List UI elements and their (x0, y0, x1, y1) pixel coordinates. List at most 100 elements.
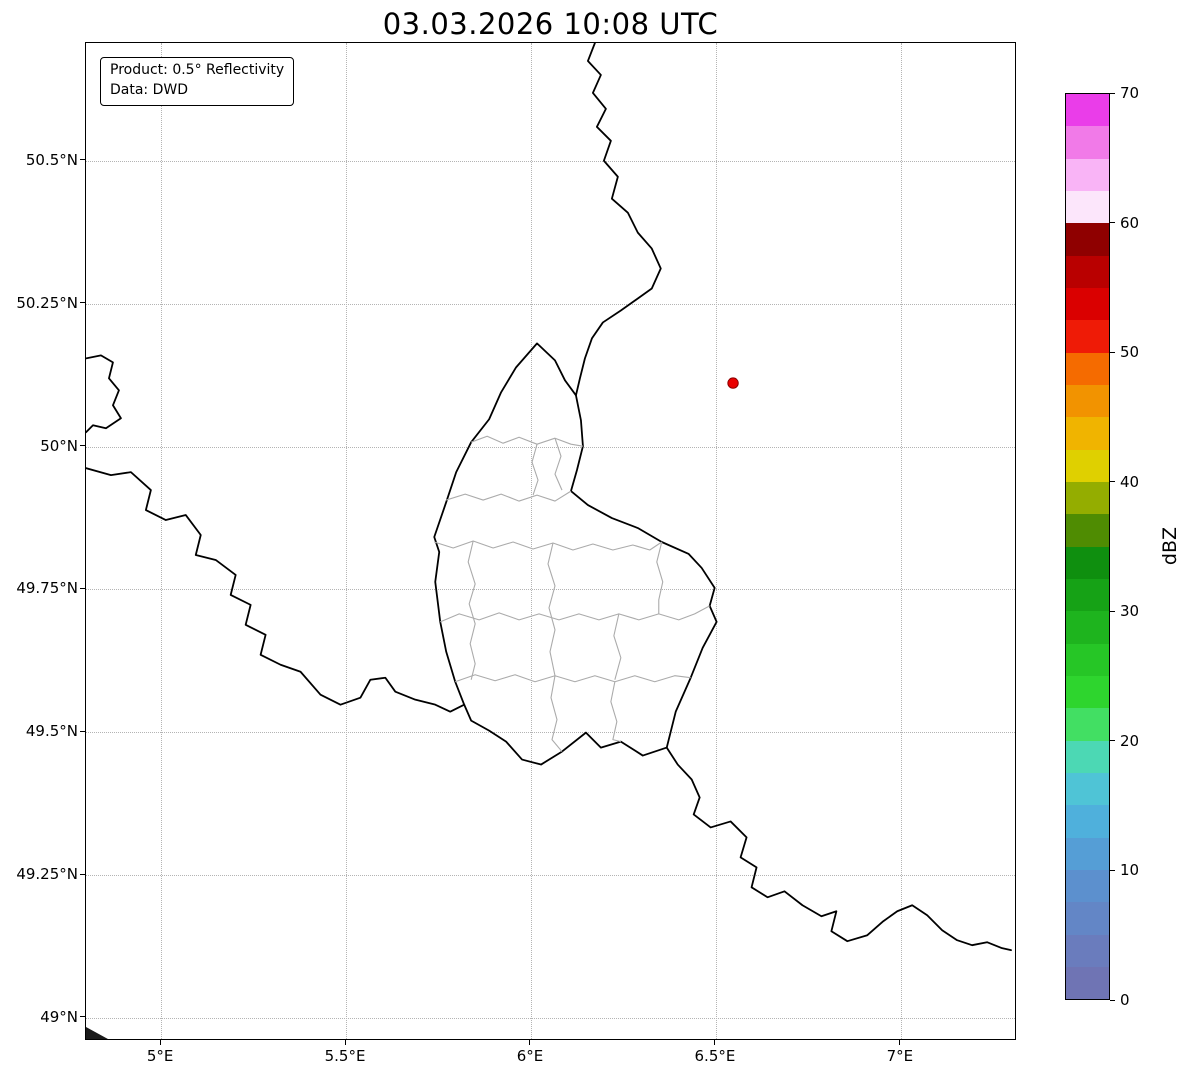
product-line: Product: 0.5° Reflectivity (110, 62, 285, 78)
colorbar-segment (1066, 223, 1109, 256)
colorbar-tick (1110, 610, 1115, 612)
canton-border (547, 542, 556, 676)
grid-line-horizontal (86, 875, 1015, 877)
y-axis-tick (80, 302, 85, 304)
colorbar-tick (1110, 999, 1115, 1001)
canton-border (610, 681, 621, 743)
colorbar-segment (1066, 772, 1109, 806)
canton-border (550, 675, 563, 752)
x-axis-tick-label: 7°E (886, 1047, 914, 1065)
colorbar-tick (1110, 481, 1115, 483)
grid-line-horizontal (86, 303, 1015, 305)
national-borders-group (86, 43, 1012, 952)
colorbar-segment (1066, 481, 1109, 515)
colorbar-tick (1110, 351, 1115, 353)
colorbar-segment (1066, 94, 1109, 127)
y-axis-tick (80, 873, 85, 875)
y-axis-tick (80, 587, 85, 589)
grid-line-horizontal (86, 589, 1015, 591)
grid-line-vertical (530, 43, 532, 1039)
colorbar-label: dBZ (1159, 526, 1181, 566)
colorbar-segment (1066, 643, 1109, 676)
canton-border (467, 540, 476, 680)
grid-line-vertical (346, 43, 348, 1039)
colorbar-tick-label: 10 (1120, 861, 1140, 880)
map-svg (86, 43, 1012, 1039)
y-axis-tick-label: 49.5°N (25, 722, 78, 741)
y-axis-tick-label: 49.75°N (16, 579, 78, 598)
x-axis-tick-label: 6°E (516, 1047, 544, 1065)
grid-line-horizontal (86, 732, 1015, 734)
corner-geometry (86, 1027, 108, 1039)
colorbar-segment (1066, 255, 1109, 288)
x-axis-tick (344, 1040, 346, 1045)
product-info-box: Product: 0.5° Reflectivity Data: DWD (100, 57, 295, 107)
y-axis-tick-label: 50.5°N (25, 150, 78, 169)
colorbar-segment (1066, 126, 1109, 159)
national-border (86, 354, 122, 434)
colorbar-segment (1066, 902, 1109, 935)
colorbar-segment (1066, 449, 1109, 482)
y-axis-tick (80, 445, 85, 447)
grid-line-vertical (715, 43, 717, 1039)
x-axis-tick (714, 1040, 716, 1045)
national-border (575, 43, 662, 397)
colorbar-segment (1066, 320, 1109, 353)
x-axis-tick-label: 5.5°E (324, 1047, 366, 1065)
colorbar-segment (1066, 158, 1109, 191)
colorbar-tick-label: 0 (1120, 991, 1130, 1009)
radar-marker (727, 377, 739, 389)
colorbar-segment (1066, 384, 1109, 418)
colorbar-segment (1066, 546, 1109, 579)
colorbar-segment (1066, 869, 1109, 903)
national-border (433, 342, 718, 766)
y-axis-tick-label: 49.25°N (16, 865, 78, 884)
canton-border (531, 444, 539, 496)
x-axis-tick (159, 1040, 161, 1045)
colorbar-tick-label: 60 (1120, 213, 1140, 232)
x-axis-tick (529, 1040, 531, 1045)
colorbar-segment (1066, 740, 1109, 773)
plot-area: Product: 0.5° Reflectivity Data: DWD (85, 42, 1016, 1040)
canton-border (434, 540, 663, 551)
colorbar-tick-label: 30 (1120, 602, 1140, 621)
canton-border (554, 438, 563, 491)
y-axis-tick-label: 50.25°N (16, 293, 78, 312)
colorbar-tick-label: 20 (1120, 731, 1140, 750)
colorbar-tick-label: 50 (1120, 343, 1140, 362)
colorbar-tick (1110, 92, 1115, 94)
colorbar-segment (1066, 675, 1109, 709)
grid-line-horizontal (86, 446, 1015, 448)
grid-line-vertical (161, 43, 163, 1039)
national-border (86, 467, 466, 713)
y-axis-tick-label: 50°N (40, 436, 78, 455)
x-axis-tick (899, 1040, 901, 1045)
canton-border (656, 541, 664, 614)
colorbar-segment (1066, 190, 1109, 224)
y-axis-tick-label: 49°N (40, 1007, 78, 1026)
colorbar-segment (1066, 837, 1109, 870)
grid-line-horizontal (86, 160, 1015, 162)
canton-borders-group (434, 435, 710, 752)
plot-title: 03.03.2026 10:08 UTC (382, 7, 719, 41)
colorbar-segments (1066, 94, 1109, 1000)
national-border (665, 746, 1012, 952)
colorbar-segment (1066, 708, 1109, 741)
y-axis-tick (80, 159, 85, 161)
canton-border (455, 674, 691, 683)
canton-border (470, 435, 584, 447)
colorbar-segment (1066, 287, 1109, 321)
colorbar-segment (1066, 966, 1109, 1000)
colorbar-tick-label: 70 (1120, 84, 1140, 102)
colorbar-segment (1066, 611, 1109, 644)
colorbar-segment (1066, 514, 1109, 547)
colorbar-segment (1066, 578, 1109, 612)
y-axis-tick (80, 1016, 85, 1018)
colorbar-tick (1110, 740, 1115, 742)
canton-border (446, 490, 572, 502)
colorbar-tick-label: 40 (1120, 472, 1140, 491)
colorbar-segment (1066, 934, 1109, 967)
colorbar-segment (1066, 805, 1109, 838)
grid-line-vertical (900, 43, 902, 1039)
